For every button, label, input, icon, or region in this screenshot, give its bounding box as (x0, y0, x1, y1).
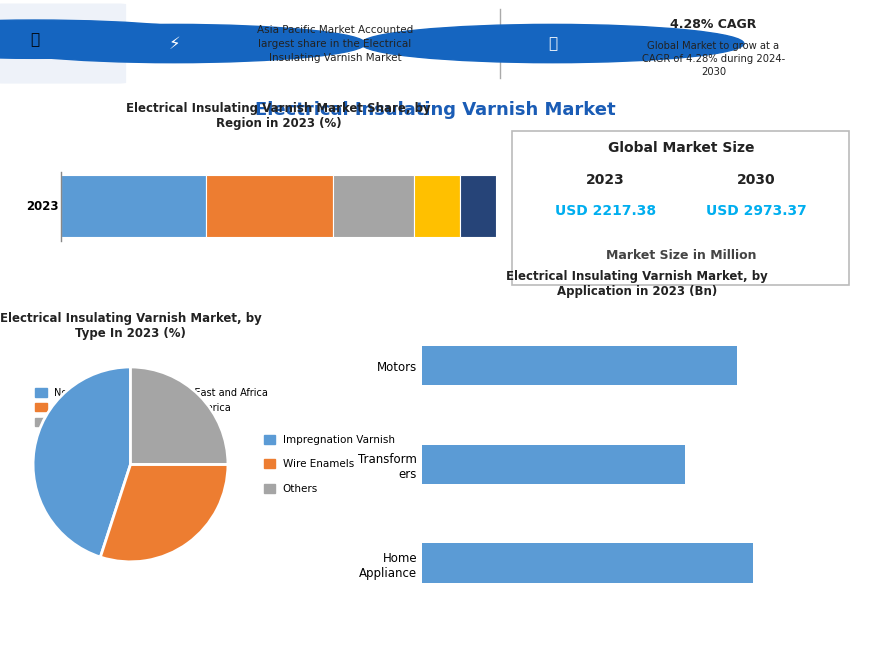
Bar (333, 175, 414, 237)
Wedge shape (100, 464, 228, 562)
Legend: North America, Asia-Pacific, Europe, Middle East and Africa, South America: North America, Asia-Pacific, Europe, Mid… (31, 384, 271, 432)
Text: Asia Pacific Market Accounted
largest share in the Electrical
Insulating Varnish: Asia Pacific Market Accounted largest sh… (256, 25, 413, 63)
Wedge shape (130, 367, 228, 464)
Title: Electrical Insulating Varnish Market, by
Application in 2023 (Bn): Electrical Insulating Varnish Market, by… (506, 270, 767, 298)
Title: Electrical Insulating Varnish Market Share, by
Region in 2023 (%): Electrical Insulating Varnish Market Sha… (126, 102, 430, 130)
Circle shape (0, 20, 226, 58)
FancyBboxPatch shape (0, 3, 126, 84)
Text: USD 2217.38: USD 2217.38 (554, 204, 655, 218)
Circle shape (0, 25, 365, 63)
Text: Global Market Size: Global Market Size (607, 141, 753, 155)
Text: Global Market to grow at a
CAGR of 4.28% during 2024-
2030: Global Market to grow at a CAGR of 4.28%… (641, 41, 784, 77)
Text: ⚡: ⚡ (168, 35, 180, 52)
Text: 2030: 2030 (736, 173, 775, 186)
Bar (61, 175, 206, 237)
Title: Electrical Insulating Varnish Market, by
Type In 2023 (%): Electrical Insulating Varnish Market, by… (0, 312, 261, 340)
Text: 2023: 2023 (585, 173, 624, 186)
FancyBboxPatch shape (512, 130, 848, 286)
Text: Electrical Insulating Varnish Market: Electrical Insulating Varnish Market (255, 101, 614, 119)
Circle shape (361, 25, 743, 63)
Text: MMR: MMR (63, 41, 102, 55)
Text: 🔥: 🔥 (547, 36, 556, 51)
Bar (459, 175, 495, 237)
Legend: Impregnation Varnish, Wire Enamels, Others: Impregnation Varnish, Wire Enamels, Othe… (260, 431, 399, 498)
Bar (414, 175, 459, 237)
Bar (421, 543, 753, 583)
Text: 🌐: 🌐 (30, 32, 39, 46)
Text: Market Size in Million: Market Size in Million (605, 249, 755, 262)
Wedge shape (33, 367, 130, 557)
Bar (421, 444, 684, 484)
Text: USD 2973.37: USD 2973.37 (705, 204, 806, 218)
Bar (206, 175, 333, 237)
Bar (421, 346, 736, 385)
Text: 4.28% CAGR: 4.28% CAGR (669, 18, 756, 31)
Text: 2023: 2023 (26, 200, 59, 213)
